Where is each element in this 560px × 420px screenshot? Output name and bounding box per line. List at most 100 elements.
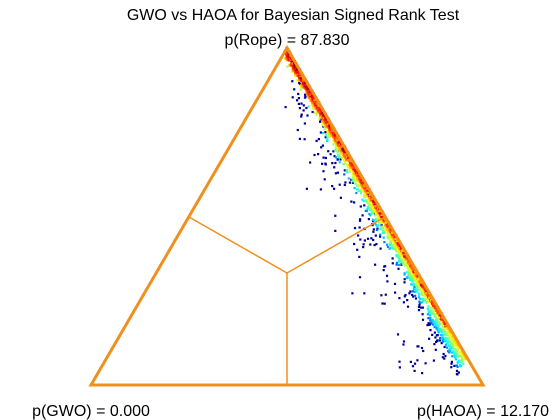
sample-point xyxy=(397,333,399,335)
sample-point xyxy=(462,363,464,365)
sample-point xyxy=(374,205,376,207)
sample-point xyxy=(412,365,414,367)
sample-point xyxy=(403,340,405,342)
sample-point xyxy=(364,239,366,241)
sample-point xyxy=(410,361,412,363)
vertex-label-gwo: p(GWO) = 0.000 xyxy=(32,403,150,420)
sample-point xyxy=(407,306,409,308)
sample-point xyxy=(433,343,435,345)
sample-point xyxy=(334,230,336,232)
sample-point xyxy=(447,336,449,338)
sample-point xyxy=(312,111,314,113)
sample-point xyxy=(360,179,362,181)
sample-point xyxy=(345,154,347,156)
sample-point xyxy=(323,157,325,159)
sample-point xyxy=(326,137,328,139)
sample-point xyxy=(335,172,337,174)
sample-point xyxy=(402,343,404,345)
sample-point xyxy=(379,212,381,214)
sample-point xyxy=(348,177,350,179)
sample-point xyxy=(344,181,346,183)
sample-point xyxy=(346,169,348,171)
sample-point xyxy=(409,290,411,292)
sample-point xyxy=(404,294,406,296)
sample-point xyxy=(363,204,365,206)
sample-point xyxy=(404,278,406,280)
sample-point xyxy=(350,201,352,203)
sample-point xyxy=(339,184,341,186)
sample-point xyxy=(304,138,306,140)
sample-point xyxy=(327,150,329,152)
sample-point xyxy=(376,229,378,231)
sample-point xyxy=(366,210,368,212)
sample-point xyxy=(334,215,336,217)
sample-point xyxy=(420,284,422,286)
sample-point xyxy=(291,80,293,82)
sample-point xyxy=(367,238,369,240)
sample-point xyxy=(368,218,370,220)
sample-point xyxy=(398,264,400,266)
sample-point xyxy=(350,169,352,171)
sample-point xyxy=(298,97,300,99)
chart-title: GWO vs HAOA for Bayesian Signed Rank Tes… xyxy=(127,7,460,24)
sample-point xyxy=(359,276,361,278)
sample-point xyxy=(403,301,405,303)
sample-point xyxy=(356,249,358,251)
sample-point xyxy=(432,305,434,307)
sample-point xyxy=(432,319,434,321)
sample-point xyxy=(357,174,359,176)
sample-point xyxy=(418,304,420,306)
sample-point xyxy=(398,252,400,254)
sample-point xyxy=(320,131,322,133)
sample-point xyxy=(299,107,301,109)
sample-point xyxy=(372,239,374,241)
sample-point xyxy=(319,121,321,123)
sample-point xyxy=(355,183,357,185)
sample-point xyxy=(294,75,296,77)
sample-point xyxy=(303,109,305,111)
sample-point xyxy=(461,360,463,362)
sample-point xyxy=(325,134,327,136)
sample-point xyxy=(428,338,430,340)
sample-point xyxy=(363,243,365,245)
sample-point xyxy=(360,190,362,192)
sample-point xyxy=(374,264,376,266)
sample-point xyxy=(398,361,400,363)
sample-point xyxy=(416,345,418,347)
sample-point xyxy=(403,255,405,257)
sample-point xyxy=(318,118,320,120)
sample-point xyxy=(314,112,316,114)
sample-point xyxy=(298,103,300,105)
sample-point xyxy=(308,105,310,107)
sample-point xyxy=(383,266,385,268)
sample-point xyxy=(429,317,431,319)
sample-point xyxy=(357,234,359,236)
sample-point xyxy=(435,349,437,351)
sample-point xyxy=(313,154,315,156)
sample-point xyxy=(297,93,299,95)
sample-point xyxy=(320,146,322,148)
sample-point xyxy=(450,366,452,368)
sample-point xyxy=(439,337,441,339)
sample-point xyxy=(363,200,365,202)
sample-point xyxy=(441,334,443,336)
sample-point xyxy=(434,332,436,334)
sample-point xyxy=(325,163,327,165)
sample-point xyxy=(303,104,305,106)
sample-point xyxy=(330,153,332,155)
sample-point xyxy=(285,106,287,108)
sample-point xyxy=(358,177,360,179)
sample-point xyxy=(344,184,346,186)
sample-point xyxy=(442,337,444,339)
sample-point xyxy=(427,305,429,307)
sample-point xyxy=(323,128,325,130)
sample-point xyxy=(437,318,439,320)
sample-point xyxy=(451,355,453,357)
sample-point xyxy=(317,153,319,155)
sample-point xyxy=(359,226,361,228)
sample-point xyxy=(363,292,365,294)
sample-point xyxy=(420,307,422,309)
sample-point xyxy=(354,187,356,189)
sample-point xyxy=(447,339,449,341)
sample-point xyxy=(373,228,375,230)
